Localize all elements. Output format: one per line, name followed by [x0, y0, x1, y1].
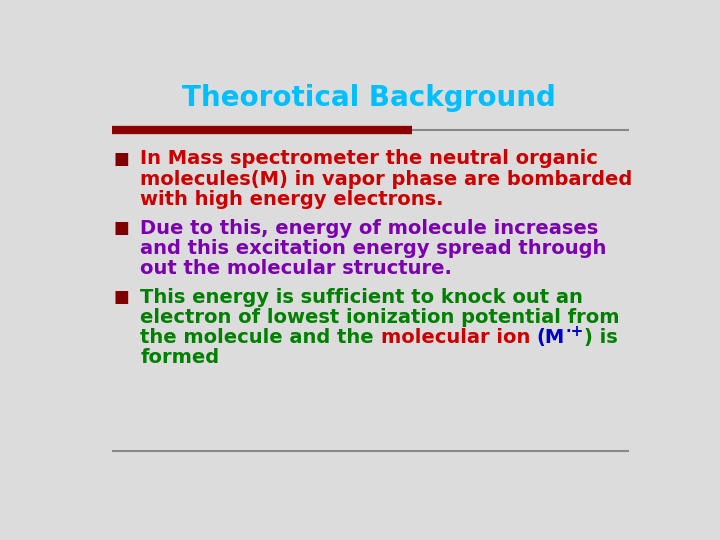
- Text: out the molecular structure.: out the molecular structure.: [140, 259, 452, 278]
- Text: Due to this, energy of molecule increases: Due to this, energy of molecule increase…: [140, 219, 598, 238]
- Text: the molecule and the: the molecule and the: [140, 328, 381, 347]
- Text: formed: formed: [140, 348, 220, 367]
- Text: ) is: ) is: [583, 328, 617, 347]
- Text: ■: ■: [113, 219, 129, 237]
- Text: with high energy electrons.: with high energy electrons.: [140, 190, 444, 208]
- Text: ■: ■: [113, 288, 129, 306]
- Text: ■: ■: [113, 150, 129, 167]
- Text: Theorotical Background: Theorotical Background: [182, 84, 556, 112]
- Text: (M: (M: [537, 328, 565, 347]
- Text: molecules(M) in vapor phase are bombarded: molecules(M) in vapor phase are bombarde…: [140, 170, 633, 188]
- Text: electron of lowest ionization potential from: electron of lowest ionization potential …: [140, 308, 620, 327]
- Text: ·+: ·+: [565, 323, 583, 339]
- Text: This energy is sufficient to knock out an: This energy is sufficient to knock out a…: [140, 288, 583, 307]
- Text: In Mass spectrometer the neutral organic: In Mass spectrometer the neutral organic: [140, 150, 598, 168]
- Text: and this excitation energy spread through: and this excitation energy spread throug…: [140, 239, 607, 258]
- Text: molecular ion: molecular ion: [381, 328, 537, 347]
